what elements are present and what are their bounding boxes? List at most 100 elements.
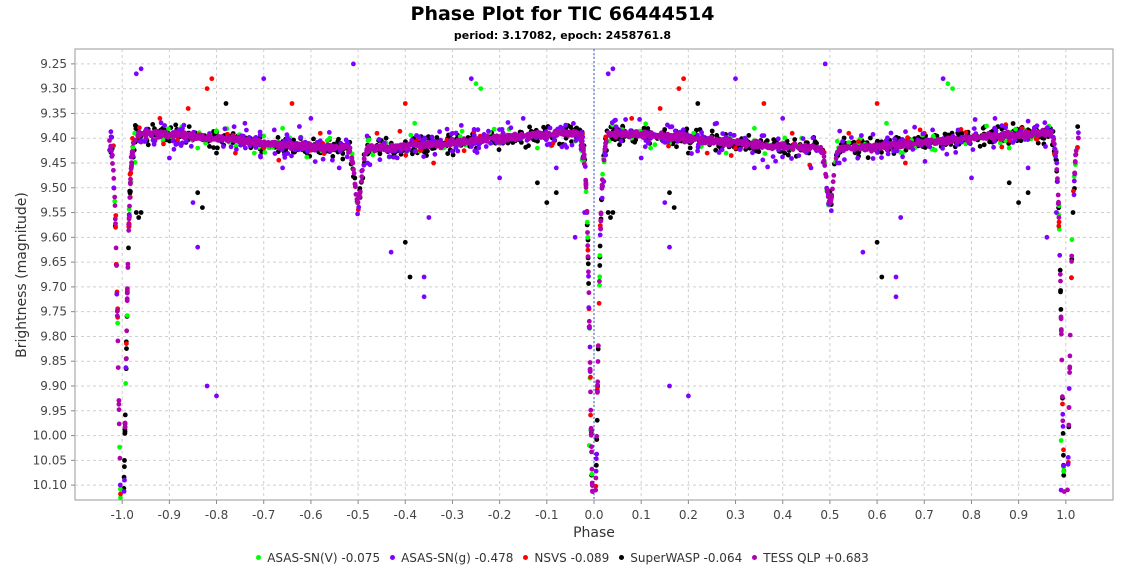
asassn-g-point [421,294,427,300]
tess-point [586,290,592,296]
asassn-g-point [593,456,599,462]
asassn-g-point [108,129,114,135]
tess-point [819,150,824,156]
y-tick-label: 9.25 [40,57,67,71]
tess-point [880,144,886,150]
tess-point [717,139,722,145]
asassn-g-point [810,135,816,141]
asassn-g-point [780,154,785,160]
nsvs-point [185,106,191,111]
asassn-g-point [662,200,668,206]
y-tick-label: 9.30 [40,82,67,96]
nsvs-point [128,170,134,176]
asassn-v-point [597,253,603,258]
tess-point [112,216,118,222]
tess-point [1044,131,1050,137]
tess-point [115,338,121,344]
tess-point [479,136,485,142]
asassn-v-point [370,152,376,158]
tess-point [578,132,584,138]
asassn-g-point [695,148,700,154]
tess-point [835,149,840,155]
tess-point [167,133,172,139]
tess-point [743,141,748,147]
x-tick-label: 0.4 [773,508,792,522]
tess-point [812,145,818,151]
tess-point [1055,176,1060,182]
tess-point [137,130,143,136]
x-tick-label: 1.0 [1056,508,1075,522]
nsvs-point [629,116,635,121]
tess-point [623,130,629,136]
tess-point [759,144,765,149]
tess-point [618,131,624,137]
asassn-v-point [752,125,757,131]
tess-point [843,144,849,150]
asassn-g-point [1044,234,1050,240]
asassn-g-point [992,125,997,131]
asassn-g-point [953,150,959,155]
asassn-g-point [471,132,477,138]
tess-point [115,308,120,314]
nsvs-point [676,86,682,91]
tess-point [599,182,605,188]
tess-point [584,208,590,214]
tess-point [1056,201,1061,206]
legend-label: ASAS-SN(V) -0.075 [267,551,381,565]
nsvs-point [903,160,908,166]
tess-point [110,161,115,166]
asassn-g-point [727,131,733,137]
tess-point [124,328,130,334]
asassn-g-point [765,164,770,170]
asassn-g-point [1010,140,1016,145]
asassn-g-point [204,383,210,389]
tess-point [594,433,600,439]
tess-point [949,139,955,145]
asassn-g-point [1025,118,1031,124]
asassn-g-point [572,234,578,240]
superwasp-point [186,124,192,129]
tess-point [598,218,604,224]
tess-point [275,141,281,147]
asassn-g-point [1061,463,1066,469]
nsvs-point [846,130,852,136]
asassn-v-point [124,313,130,318]
nsvs-point [761,101,767,106]
asassn-v-point [884,120,889,126]
tess-point [823,174,829,180]
tess-point [359,178,364,184]
y-tick-label: 9.85 [40,354,67,368]
asassn-g-point [257,132,263,138]
tess-point [129,164,134,170]
superwasp-point [434,135,440,140]
y-tick-label: 9.40 [40,131,67,145]
tess-point [899,141,905,146]
superwasp-point [879,149,884,155]
y-tick-label: 9.50 [40,181,67,195]
superwasp-point [426,134,431,140]
asassn-g-point [162,123,168,128]
superwasp-point [275,135,281,140]
superwasp-point [352,175,358,181]
tess-point [586,318,592,324]
tess-point [585,243,591,249]
tess-point [390,143,396,149]
asassn-v-point [491,126,497,132]
asassn-g-point [361,162,367,168]
tess-point [438,140,443,146]
legend-marker [752,555,758,560]
grid [75,49,1113,500]
nsvs-point [1056,223,1062,229]
superwasp-point [173,122,179,128]
nsvs-point [1071,188,1076,194]
asassn-v-point [132,130,138,136]
superwasp-point [211,145,217,151]
tess-point [934,139,940,145]
asassn-g-point [667,383,672,389]
superwasp-point [1075,124,1081,129]
tess-point [1067,332,1073,338]
asassn-g-point [571,121,576,126]
x-tick-label: 0.5 [820,508,839,522]
nsvs-point [999,144,1005,150]
asassn-g-point [837,128,843,134]
